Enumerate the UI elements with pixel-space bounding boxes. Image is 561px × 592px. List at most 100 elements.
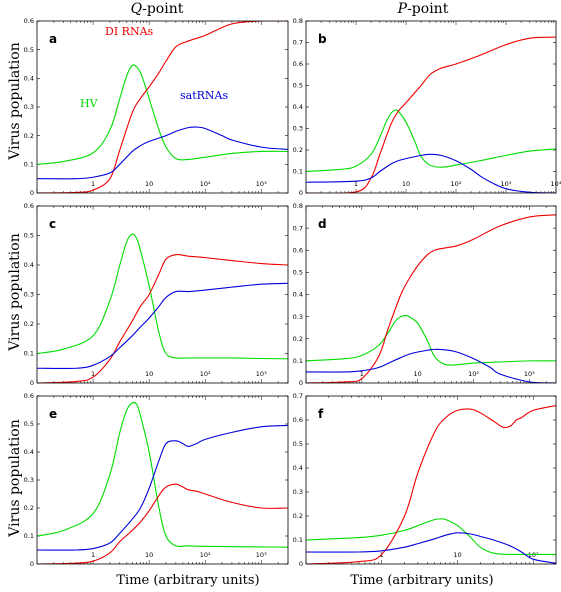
x-tick-label: 10 <box>402 180 410 188</box>
y-tick-label: 0.6 <box>24 202 34 210</box>
panel-label: d <box>318 217 327 231</box>
panel-label: c <box>49 217 56 231</box>
x-tick-label: 1 <box>354 180 358 188</box>
x-tick-label: 10³ <box>256 180 267 188</box>
x-tick-label: 10³ <box>501 180 512 188</box>
series-line-di-rnas <box>306 214 556 383</box>
series-line-satrnas <box>306 153 556 193</box>
series-group <box>306 36 556 193</box>
series-line-satrnas <box>37 282 288 370</box>
y-tick-label: 0.3 <box>293 488 303 496</box>
y-tick-label: 0.6 <box>24 392 34 400</box>
series-line-di-rnas <box>306 36 556 193</box>
x-tick-label: 1 <box>360 370 364 378</box>
x-tick-label: 1 <box>91 551 95 559</box>
y-tick-label: 0.1 <box>293 357 303 365</box>
y-tick-label: 0.5 <box>24 420 34 428</box>
y-tick-label: 0.8 <box>293 202 303 210</box>
y-tick-label: 0.2 <box>24 504 34 512</box>
series-line-hv <box>37 233 288 360</box>
series-line-hv <box>306 109 556 173</box>
x-tick-label: 10² <box>468 370 479 378</box>
panel-label: e <box>49 407 57 421</box>
panel-e: 0 0.1 0.2 0.3 0.4 0.5 0.6 1 10 10² 10³ e <box>24 392 289 568</box>
series-line-di-rnas <box>37 21 288 193</box>
column-title-p: P-point <box>397 1 449 17</box>
y-tick-label: 0.7 <box>293 224 303 232</box>
y-tick-label: 0.4 <box>293 103 303 111</box>
series-line-hv <box>306 314 556 366</box>
y-tick-label: 0.5 <box>293 82 303 90</box>
plot-frame <box>36 395 289 565</box>
y-tick-label: 0.7 <box>293 39 303 47</box>
y-axis-label-row1: Virus population <box>7 42 23 160</box>
y-tick-label: 0.4 <box>293 291 303 299</box>
panel-label: f <box>318 407 324 421</box>
x-tick-label: 10 <box>145 180 153 188</box>
y-tick-label: 0 <box>299 379 303 387</box>
y-tick-label: 0 <box>299 189 303 197</box>
plot-frame <box>36 205 289 384</box>
y-tick-label: 0.8 <box>293 17 303 25</box>
series-line-hv <box>37 401 288 548</box>
series-line-di-rnas <box>37 254 288 383</box>
series-line-satrnas <box>37 424 288 551</box>
y-axis-label-row3: Virus population <box>7 419 23 537</box>
series-line-satrnas <box>306 532 556 564</box>
x-tick-label: 10² <box>528 551 539 559</box>
panel-c: 0 0.1 0.2 0.3 0.4 0.5 0.6 1 10 10² 10³ c <box>24 202 289 387</box>
y-tick-label: 0.5 <box>24 232 34 240</box>
panel-label: a <box>49 32 57 46</box>
y-tick-label: 0.3 <box>293 125 303 133</box>
y-tick-label: 0.3 <box>293 313 303 321</box>
y-tick-label: 0.1 <box>24 161 34 169</box>
series-annotation-hv: HV <box>80 97 99 110</box>
y-tick-label: 0 <box>30 189 34 197</box>
series-group <box>37 21 288 193</box>
y-tick-label: 0.5 <box>293 440 303 448</box>
y-tick-label: 0.2 <box>293 146 303 154</box>
plot-frame <box>36 20 289 194</box>
y-tick-label: 0.4 <box>24 448 34 456</box>
plot-frame <box>305 395 557 565</box>
series-annotation-satrnas: satRNAs <box>180 89 228 102</box>
x-tick-label: 10³ <box>256 551 267 559</box>
series-line-hv <box>306 518 556 556</box>
x-tick-label: 10² <box>200 370 211 378</box>
y-tick-label: 0.4 <box>24 75 34 83</box>
y-tick-label: 0.4 <box>24 261 34 269</box>
plot-frame <box>305 205 557 384</box>
series-group <box>306 405 556 564</box>
series-line-di-rnas <box>306 405 556 564</box>
y-tick-label: 0.3 <box>24 291 34 299</box>
series-group <box>37 233 288 383</box>
x-tick-label: 10² <box>200 551 211 559</box>
x-tick-label: 10 <box>453 551 461 559</box>
y-tick-label: 0.6 <box>293 246 303 254</box>
x-tick-label: 10³ <box>256 370 267 378</box>
column-title-q: Q-point <box>131 1 184 17</box>
y-tick-label: 0.1 <box>293 536 303 544</box>
y-tick-label: 0.1 <box>293 168 303 176</box>
y-tick-label: 0.3 <box>24 103 34 111</box>
y-tick-label: 0.2 <box>24 320 34 328</box>
x-tick-label: 10 <box>145 370 153 378</box>
y-axis-label-row2: Virus population <box>7 233 23 351</box>
series-line-satrnas <box>306 348 556 383</box>
x-axis-label-left: Time (arbitrary units) <box>116 573 259 588</box>
x-tick-label: 10² <box>451 180 462 188</box>
y-tick-label: 0.3 <box>24 476 34 484</box>
y-tick-label: 0.1 <box>24 532 34 540</box>
y-tick-label: 0 <box>299 560 303 568</box>
x-axis-label-right: Time (arbitrary units) <box>350 573 493 588</box>
x-tick-label: 10 <box>414 370 422 378</box>
series-line-di-rnas <box>37 483 288 564</box>
panel-a: 0 0.1 0.2 0.3 0.4 0.5 0.6 1 10 10² 10³ a DI RNAs HV sa… <box>24 17 289 197</box>
x-tick-label: 1 <box>91 370 95 378</box>
series-annotation-di-rnas: DI RNAs <box>105 25 154 38</box>
y-tick-label: 0.7 <box>293 392 303 400</box>
